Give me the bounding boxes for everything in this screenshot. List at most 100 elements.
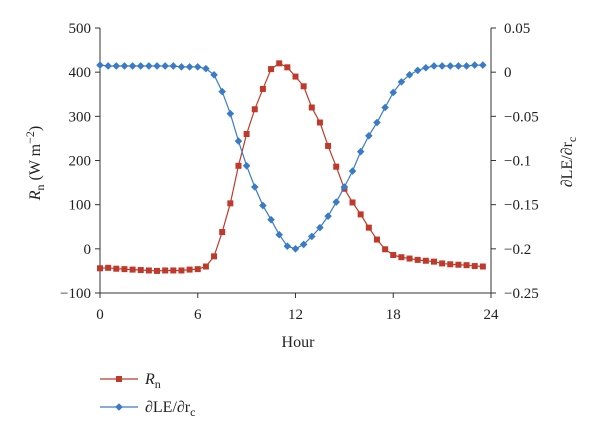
data-point xyxy=(153,62,161,70)
data-point xyxy=(414,256,421,263)
y-left-tick-label: 500 xyxy=(69,21,92,37)
data-point xyxy=(97,265,103,272)
data-point xyxy=(104,62,112,70)
y-left-title-sub: n xyxy=(33,184,47,190)
axis-labels: Hour Rn (W m−2) ∂LE/∂rc xyxy=(23,126,579,351)
x-axis-title: Hour xyxy=(282,334,316,351)
data-point xyxy=(348,167,357,175)
data-point xyxy=(413,66,422,75)
data-point xyxy=(219,229,226,236)
data-point xyxy=(136,62,145,70)
y-left-tick-label: 100 xyxy=(69,198,92,214)
data-point xyxy=(235,162,242,169)
y-right-title-main: ∂LE/∂r xyxy=(559,141,576,187)
data-point xyxy=(202,64,210,73)
series-dle-drc xyxy=(96,61,487,253)
data-point xyxy=(137,267,144,274)
data-point xyxy=(438,62,446,70)
data-point xyxy=(325,142,332,149)
data-point xyxy=(145,267,152,274)
data-point xyxy=(242,162,251,170)
data-point xyxy=(169,62,178,70)
y-left-title-unit-sup: −2 xyxy=(23,131,37,144)
y-left-tick-label: −100 xyxy=(60,286,91,302)
data-point xyxy=(267,215,275,224)
data-point xyxy=(194,266,201,273)
data-point xyxy=(292,73,299,80)
data-point xyxy=(259,201,267,210)
data-point xyxy=(259,85,266,92)
x-tick-label: 18 xyxy=(386,307,401,323)
data-point xyxy=(226,109,235,118)
data-point xyxy=(308,104,315,111)
y-right-tick-label: −0.2 xyxy=(504,242,531,258)
data-point xyxy=(185,63,194,71)
legend-marker xyxy=(115,403,123,411)
data-point xyxy=(186,266,193,273)
y-left-title-main: R xyxy=(27,190,44,201)
data-point xyxy=(120,62,129,70)
data-point xyxy=(463,262,470,269)
data-point xyxy=(276,60,283,67)
y-left-tick-label: 400 xyxy=(69,65,92,81)
data-point xyxy=(283,242,292,250)
y-right-tick-label: −0.05 xyxy=(504,109,539,125)
data-point xyxy=(268,66,275,73)
legend: Rn ∂LE/∂rc xyxy=(100,371,195,419)
y-right-tick-label: −0.25 xyxy=(504,286,539,302)
data-point xyxy=(299,240,308,249)
data-point xyxy=(454,62,463,70)
y-left-tick-label: 0 xyxy=(84,242,92,258)
x-tick-label: 24 xyxy=(484,307,500,323)
data-point xyxy=(210,71,218,79)
data-point xyxy=(397,78,406,86)
data-point xyxy=(178,267,185,274)
y-right-tick-label: −0.1 xyxy=(504,154,531,170)
series-line xyxy=(99,64,483,250)
legend-label: Rn xyxy=(144,371,161,391)
data-point xyxy=(462,62,471,70)
data-point xyxy=(365,131,373,140)
data-point xyxy=(390,252,397,259)
y-axis-left-title: Rn (W m−2) xyxy=(23,126,47,201)
data-point xyxy=(128,62,137,70)
data-point xyxy=(333,163,340,170)
data-point xyxy=(357,211,364,218)
y-left-tick-label: 200 xyxy=(69,154,92,170)
legend-entry: ∂LE/∂rc xyxy=(100,399,195,419)
data-point xyxy=(349,199,356,206)
data-point xyxy=(145,62,153,70)
data-point xyxy=(470,61,479,69)
data-point xyxy=(105,264,112,271)
data-point xyxy=(316,223,324,232)
data-point xyxy=(446,62,455,70)
data-point xyxy=(96,61,104,69)
data-point xyxy=(471,263,478,270)
data-point xyxy=(405,71,414,79)
axes: −100 0 100 200 300 400 500 −0.25 −0.2 −0.15 −0.1 −0… xyxy=(60,21,539,323)
y-right-tick-label: 0.05 xyxy=(504,21,530,37)
data-point xyxy=(177,63,186,71)
data-point xyxy=(291,245,300,253)
data-point xyxy=(161,62,169,70)
data-point xyxy=(381,103,389,112)
data-point xyxy=(447,261,454,268)
legend-marker xyxy=(116,376,122,382)
data-point xyxy=(479,61,487,69)
data-point xyxy=(373,118,381,127)
data-point xyxy=(430,258,437,265)
data-point xyxy=(307,232,316,241)
data-point xyxy=(389,88,398,97)
legend-entry: Rn xyxy=(100,371,161,391)
data-point xyxy=(356,147,365,156)
y-right-tick-label: −0.15 xyxy=(504,198,539,214)
series-rn xyxy=(97,60,486,274)
y-left-tick-label: 300 xyxy=(69,109,92,125)
data-point xyxy=(316,119,323,126)
data-point xyxy=(422,63,430,72)
data-point xyxy=(243,131,250,137)
data-point xyxy=(162,267,169,274)
data-point xyxy=(430,62,438,70)
data-point xyxy=(218,87,226,96)
